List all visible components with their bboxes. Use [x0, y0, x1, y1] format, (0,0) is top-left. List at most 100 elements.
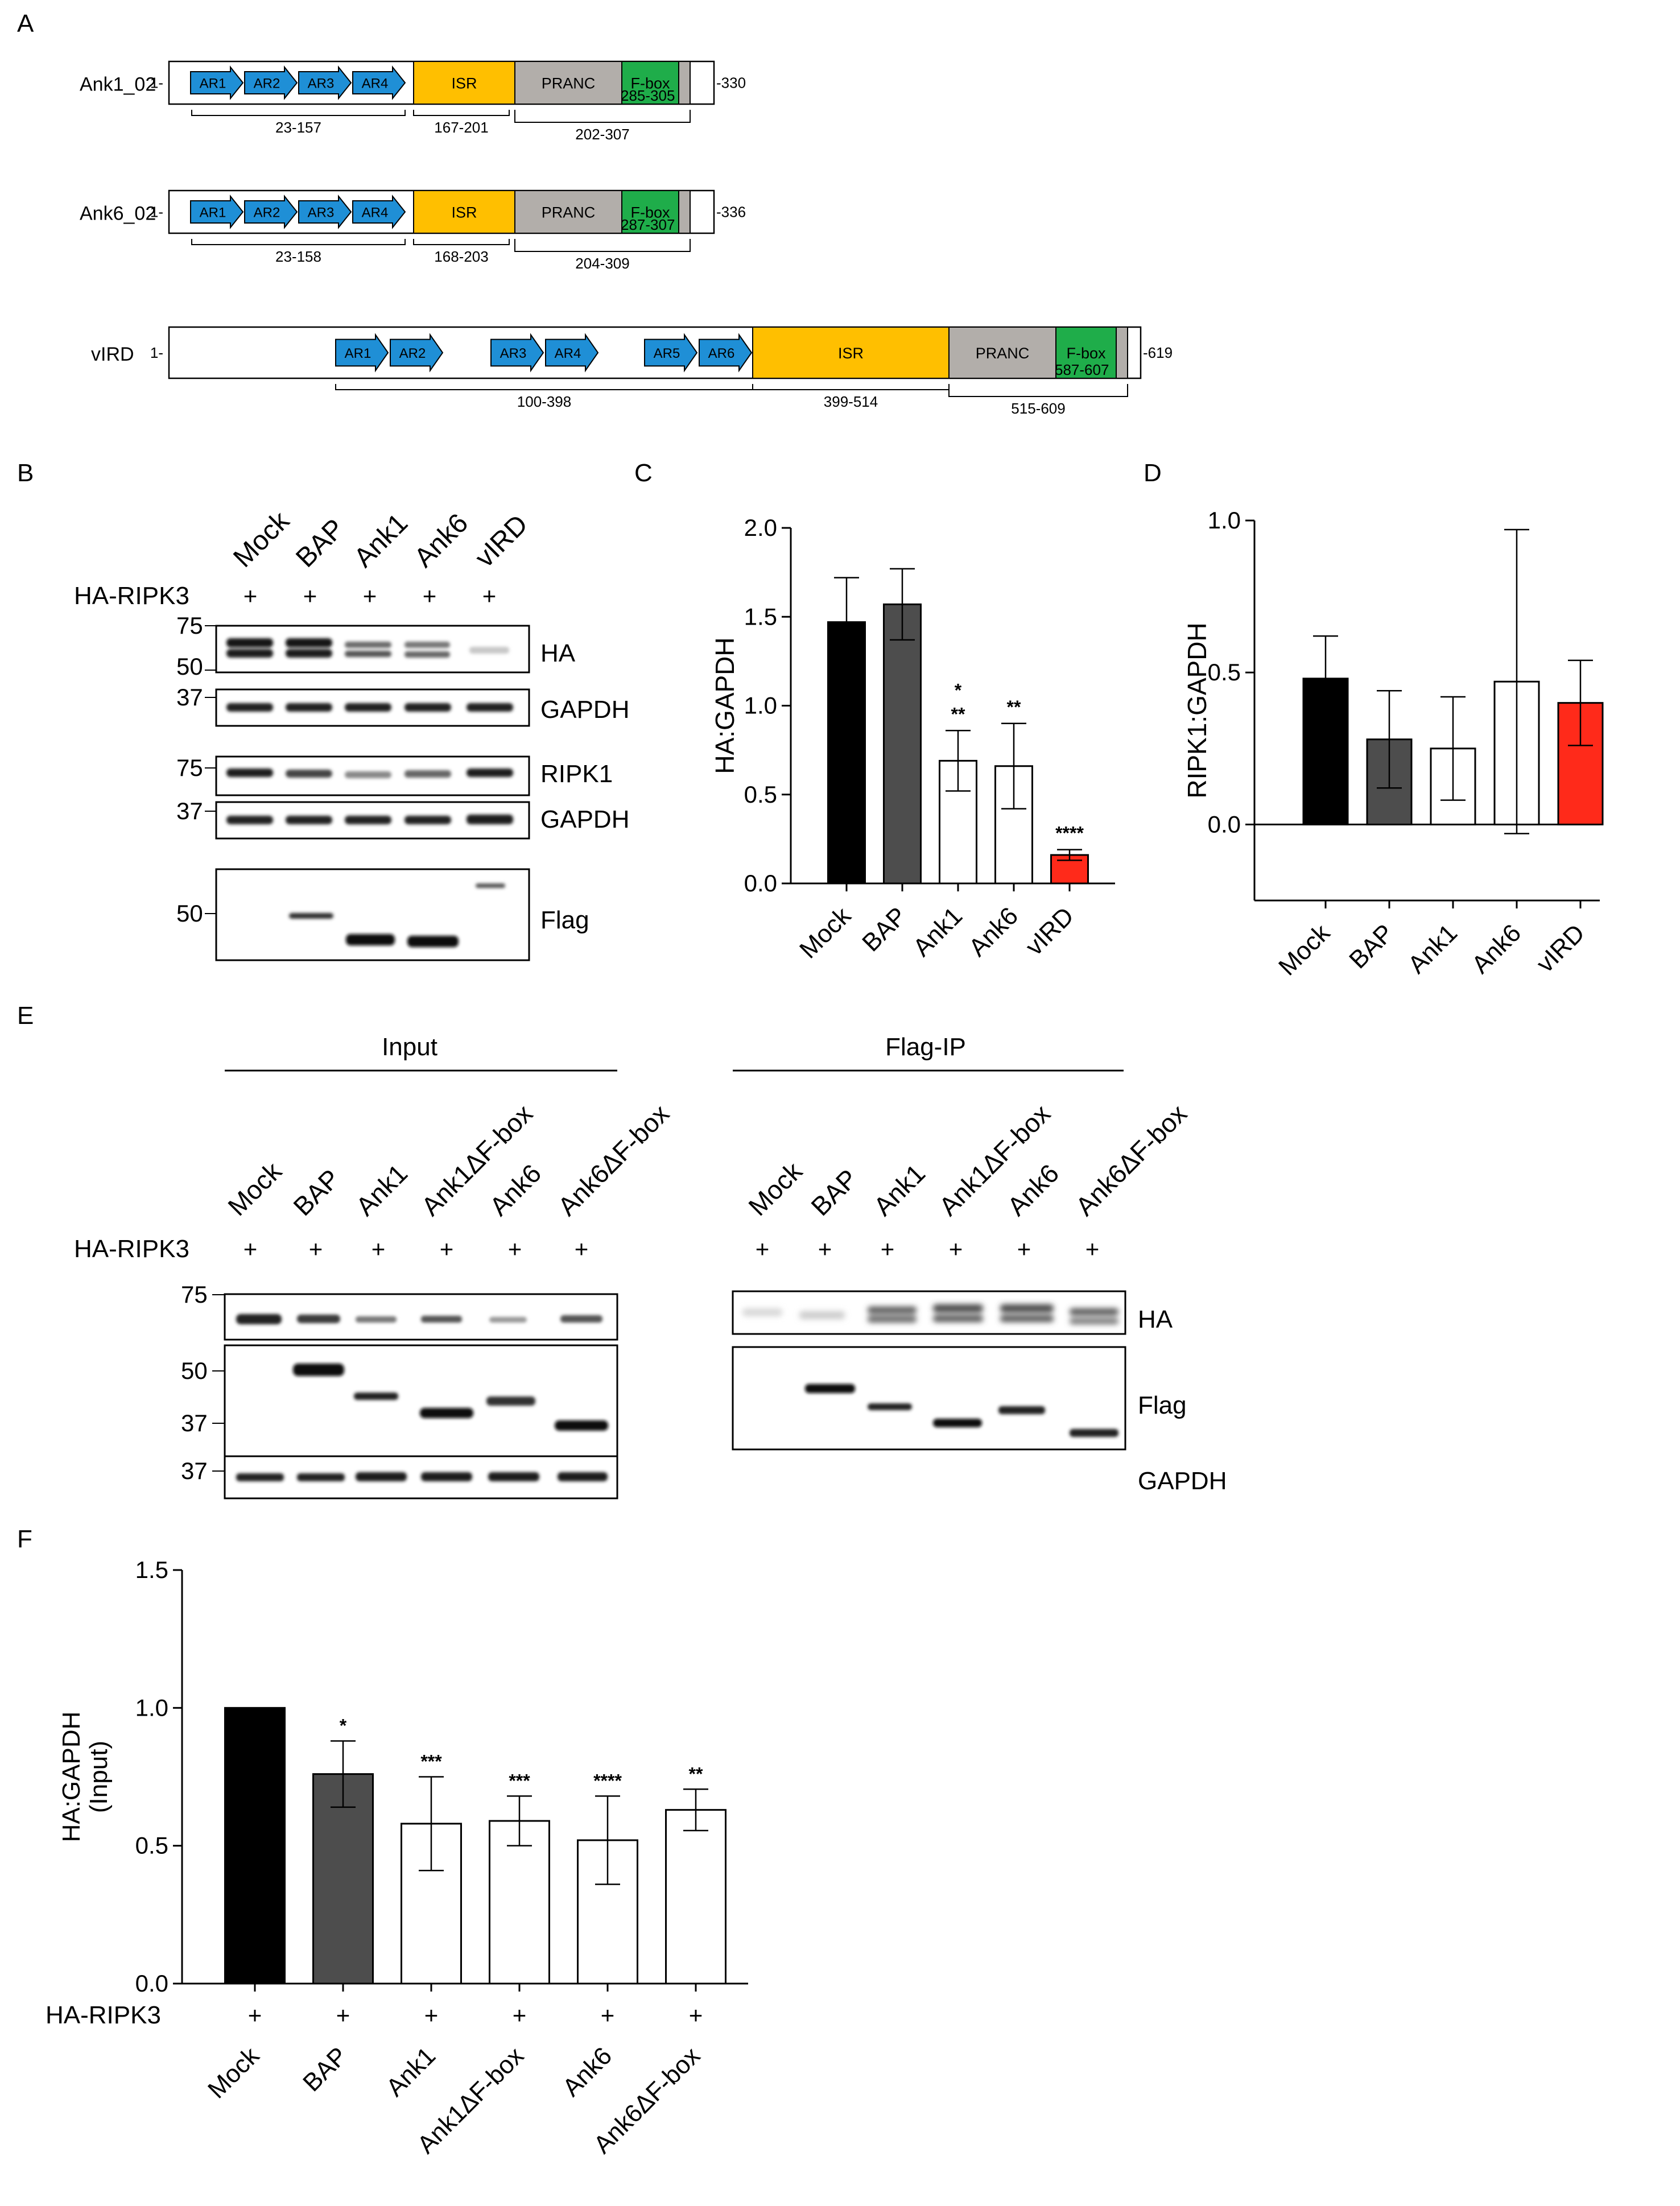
pranc-range: 202-307 — [575, 126, 629, 143]
isr-label: ISR — [451, 204, 477, 221]
significance-marker: * — [340, 1715, 347, 1736]
blot-gapdh1-bands — [226, 703, 513, 712]
lane-label: Ank6ΔF-box — [1070, 1098, 1192, 1221]
y-tick-label: 1.0 — [1208, 507, 1241, 534]
plus-sign: + — [248, 2002, 262, 2029]
bar-ank6δf-box — [665, 1809, 727, 1985]
plus-sign: + — [949, 1236, 963, 1262]
blot-label-flag: Flag — [540, 906, 589, 934]
plus-sign: + — [508, 1236, 522, 1262]
ankyrin-repeat-arrow — [352, 195, 406, 229]
plus-sign: + — [601, 2002, 615, 2029]
ip-label-flag: Flag — [1138, 1391, 1187, 1419]
panel-letter-b: B — [17, 459, 34, 487]
plus-sign: + — [818, 1236, 832, 1262]
start-residue: 1- — [150, 344, 163, 361]
domain-ank6_02: Ank6_021- -336 AR1 AR2 AR3 AR4 ISR PRANC F-box28… — [80, 189, 746, 272]
plus-sign: + — [440, 1236, 454, 1262]
bar-mock — [1302, 678, 1349, 825]
ankyrin-repeat-arrow — [644, 333, 698, 373]
ankyrin-repeat-label: AR6 — [708, 346, 735, 361]
pranc-range: 515-609 — [1011, 400, 1065, 417]
pranc-range: 204-309 — [575, 255, 629, 272]
category-label: Ank1 — [381, 2042, 441, 2102]
ankyrin-repeat-arrow — [699, 333, 753, 373]
ankyrin-repeat-arrow — [298, 195, 352, 229]
domain-vird: vIRD 1- -619 AR1 AR2 AR3 AR4 AR5 AR6 ISR PRANC F-bo… — [91, 326, 1173, 417]
mw-37-gapdh2: 37 — [176, 798, 203, 824]
start-residue: 1- — [150, 204, 163, 221]
blot-label-gapdh2: GAPDH — [540, 805, 629, 833]
ankyrin-repeat-arrow — [490, 333, 544, 373]
ankyrin-repeat-label: AR2 — [399, 346, 426, 361]
lane-label: Ank1 — [868, 1158, 931, 1221]
bar-bap — [312, 1773, 374, 1985]
ip-ha-box — [732, 1290, 1126, 1335]
plus-row: + + + + + — [243, 583, 497, 609]
blot-ripk1-bands — [226, 769, 513, 778]
ankyrin-repeat-label: AR5 — [654, 346, 680, 361]
plus-sign: + — [1017, 1236, 1031, 1262]
group-input: Input — [382, 1033, 437, 1061]
lane-label: BAP — [287, 1163, 345, 1221]
group-flag-ip: Flag-IP — [885, 1033, 966, 1061]
lane-label: Ank1 — [348, 508, 414, 573]
mw-37-gapdh1: 37 — [176, 684, 203, 710]
mw-50-e: 50 — [181, 1357, 208, 1384]
plus-row-input: + + + + + + — [243, 1236, 589, 1262]
blot-ha-bands — [226, 638, 509, 658]
lane-label: Ank6 — [1001, 1158, 1064, 1221]
significance-marker: ** — [689, 1763, 703, 1784]
lane-label: BAP — [805, 1163, 863, 1221]
plus-sign: + — [423, 583, 437, 609]
fbox-label: F-box — [630, 75, 670, 92]
plus-sign: + — [363, 583, 377, 609]
significance-marker: *** — [420, 1751, 442, 1772]
lane-label: Ank6 — [408, 508, 474, 573]
ip-flag-box — [732, 1346, 1126, 1451]
ankyrin-repeat-arrow — [190, 195, 244, 229]
mw-75-e: 75 — [181, 1281, 208, 1308]
ar-range: 23-157 — [275, 119, 321, 136]
ip-label-ha: HA — [1138, 1306, 1173, 1333]
ar-range: 23-158 — [275, 248, 321, 265]
ankyrin-repeat-arrow — [244, 195, 298, 229]
isr-range: 399-514 — [824, 393, 878, 410]
y-tick-label: 2.0 — [744, 514, 777, 541]
start-residue: 1- — [150, 75, 163, 92]
category-label: Ank1 — [908, 902, 968, 962]
fbox-domain — [1055, 327, 1117, 379]
isr-label: ISR — [451, 75, 477, 92]
y-tick-label: 0.0 — [1208, 811, 1241, 837]
fbox-label: F-box — [1066, 345, 1106, 362]
plus-sign: + — [424, 2002, 439, 2029]
category-label: Ank6 — [558, 2042, 618, 2102]
blot-label-gapdh1: GAPDH — [540, 696, 629, 724]
plus-sign: + — [881, 1236, 895, 1262]
bar-bap — [883, 603, 922, 885]
y-tick-label: 0.5 — [744, 781, 777, 808]
blot-label-ripk1: RIPK1 — [540, 760, 613, 788]
lane-label: Mock — [222, 1156, 287, 1221]
lane-label: Ank1 — [350, 1158, 413, 1221]
panel-letter-d: D — [1144, 459, 1162, 487]
y-axis-label: HA:GAPDH — [57, 1712, 85, 1843]
end-residue: -619 — [1143, 344, 1173, 361]
mw-37-e: 37 — [181, 1410, 208, 1436]
ankyrin-repeat-arrow — [298, 65, 352, 100]
y-tick-label: 0.0 — [744, 870, 777, 897]
plus-sign: + — [303, 583, 317, 609]
protein-name: vIRD — [91, 344, 134, 365]
blot-label-ha: HA — [540, 639, 576, 667]
treatment-label-e: HA-RIPK3 — [74, 1235, 189, 1263]
plus-sign: + — [336, 2002, 350, 2029]
y-tick-label: 1.0 — [744, 692, 777, 719]
mw-75-ha: 75 — [176, 612, 203, 639]
fbox-domain — [621, 61, 679, 105]
ankyrin-repeat-label: AR4 — [555, 346, 581, 361]
lane-label: Mock — [228, 506, 295, 573]
plus-sign: + — [309, 1236, 323, 1262]
